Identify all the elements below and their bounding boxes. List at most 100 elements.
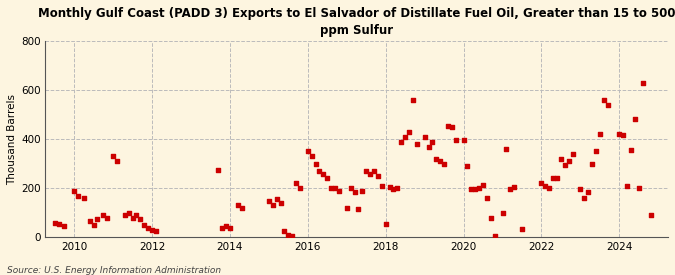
- Point: [135, 217, 146, 221]
- Point: [595, 132, 605, 136]
- Point: [439, 161, 450, 166]
- Point: [626, 148, 637, 152]
- Point: [142, 226, 153, 230]
- Point: [427, 139, 438, 144]
- Point: [412, 142, 423, 146]
- Point: [124, 211, 134, 215]
- Point: [322, 176, 333, 181]
- Point: [225, 226, 236, 230]
- Point: [287, 234, 298, 238]
- Point: [497, 211, 508, 215]
- Point: [326, 186, 337, 191]
- Point: [111, 159, 122, 163]
- Point: [151, 229, 161, 233]
- Point: [283, 233, 294, 237]
- Point: [505, 187, 516, 192]
- Point: [267, 203, 278, 208]
- Point: [466, 187, 477, 192]
- Point: [489, 234, 500, 238]
- Point: [474, 186, 485, 191]
- Text: Source: U.S. Energy Information Administration: Source: U.S. Energy Information Administ…: [7, 266, 221, 275]
- Point: [567, 152, 578, 156]
- Point: [279, 229, 290, 233]
- Point: [318, 171, 329, 176]
- Point: [462, 164, 473, 168]
- Point: [564, 159, 574, 163]
- Point: [78, 196, 89, 200]
- Point: [587, 161, 597, 166]
- Point: [547, 176, 558, 181]
- Title: Monthly Gulf Coast (PADD 3) Exports to El Salvador of Distillate Fuel Oil, Great: Monthly Gulf Coast (PADD 3) Exports to E…: [38, 7, 675, 37]
- Point: [377, 184, 387, 188]
- Point: [630, 117, 641, 122]
- Y-axis label: Thousand Barrels: Thousand Barrels: [7, 94, 17, 185]
- Point: [213, 168, 223, 172]
- Point: [478, 182, 489, 187]
- Point: [633, 186, 644, 191]
- Point: [329, 186, 340, 191]
- Point: [509, 185, 520, 189]
- Point: [501, 147, 512, 151]
- Point: [49, 221, 60, 225]
- Point: [392, 186, 403, 191]
- Point: [127, 216, 138, 220]
- Point: [384, 185, 395, 189]
- Point: [485, 216, 496, 220]
- Point: [431, 156, 441, 161]
- Point: [408, 98, 418, 102]
- Point: [373, 174, 383, 178]
- Point: [540, 184, 551, 188]
- Point: [88, 223, 99, 227]
- Point: [419, 134, 430, 139]
- Point: [263, 198, 274, 203]
- Point: [404, 130, 414, 134]
- Point: [551, 176, 562, 181]
- Point: [435, 159, 446, 163]
- Point: [302, 149, 313, 154]
- Point: [275, 201, 286, 205]
- Point: [291, 181, 302, 186]
- Point: [131, 213, 142, 218]
- Point: [306, 154, 317, 158]
- Point: [98, 213, 109, 218]
- Point: [349, 190, 360, 194]
- Point: [637, 81, 648, 85]
- Point: [618, 133, 628, 138]
- Point: [102, 216, 113, 220]
- Point: [361, 169, 372, 173]
- Point: [470, 187, 481, 192]
- Point: [271, 197, 282, 202]
- Point: [400, 134, 410, 139]
- Point: [357, 189, 368, 193]
- Point: [294, 186, 305, 191]
- Point: [59, 224, 70, 229]
- Point: [516, 227, 527, 231]
- Point: [92, 217, 103, 221]
- Point: [614, 132, 625, 136]
- Point: [217, 226, 227, 230]
- Point: [221, 224, 232, 229]
- Point: [342, 206, 352, 210]
- Point: [353, 207, 364, 211]
- Point: [73, 193, 84, 198]
- Point: [380, 222, 391, 226]
- Point: [314, 169, 325, 173]
- Point: [369, 169, 379, 173]
- Point: [84, 219, 95, 224]
- Point: [69, 189, 80, 193]
- Point: [591, 149, 601, 154]
- Point: [107, 154, 118, 158]
- Point: [645, 213, 656, 218]
- Point: [481, 196, 492, 200]
- Point: [560, 163, 570, 167]
- Point: [602, 103, 613, 107]
- Point: [446, 125, 457, 129]
- Point: [556, 156, 566, 161]
- Point: [345, 186, 356, 191]
- Point: [310, 161, 321, 166]
- Point: [458, 138, 469, 142]
- Point: [333, 189, 344, 193]
- Point: [575, 187, 586, 192]
- Point: [423, 144, 434, 149]
- Point: [622, 184, 632, 188]
